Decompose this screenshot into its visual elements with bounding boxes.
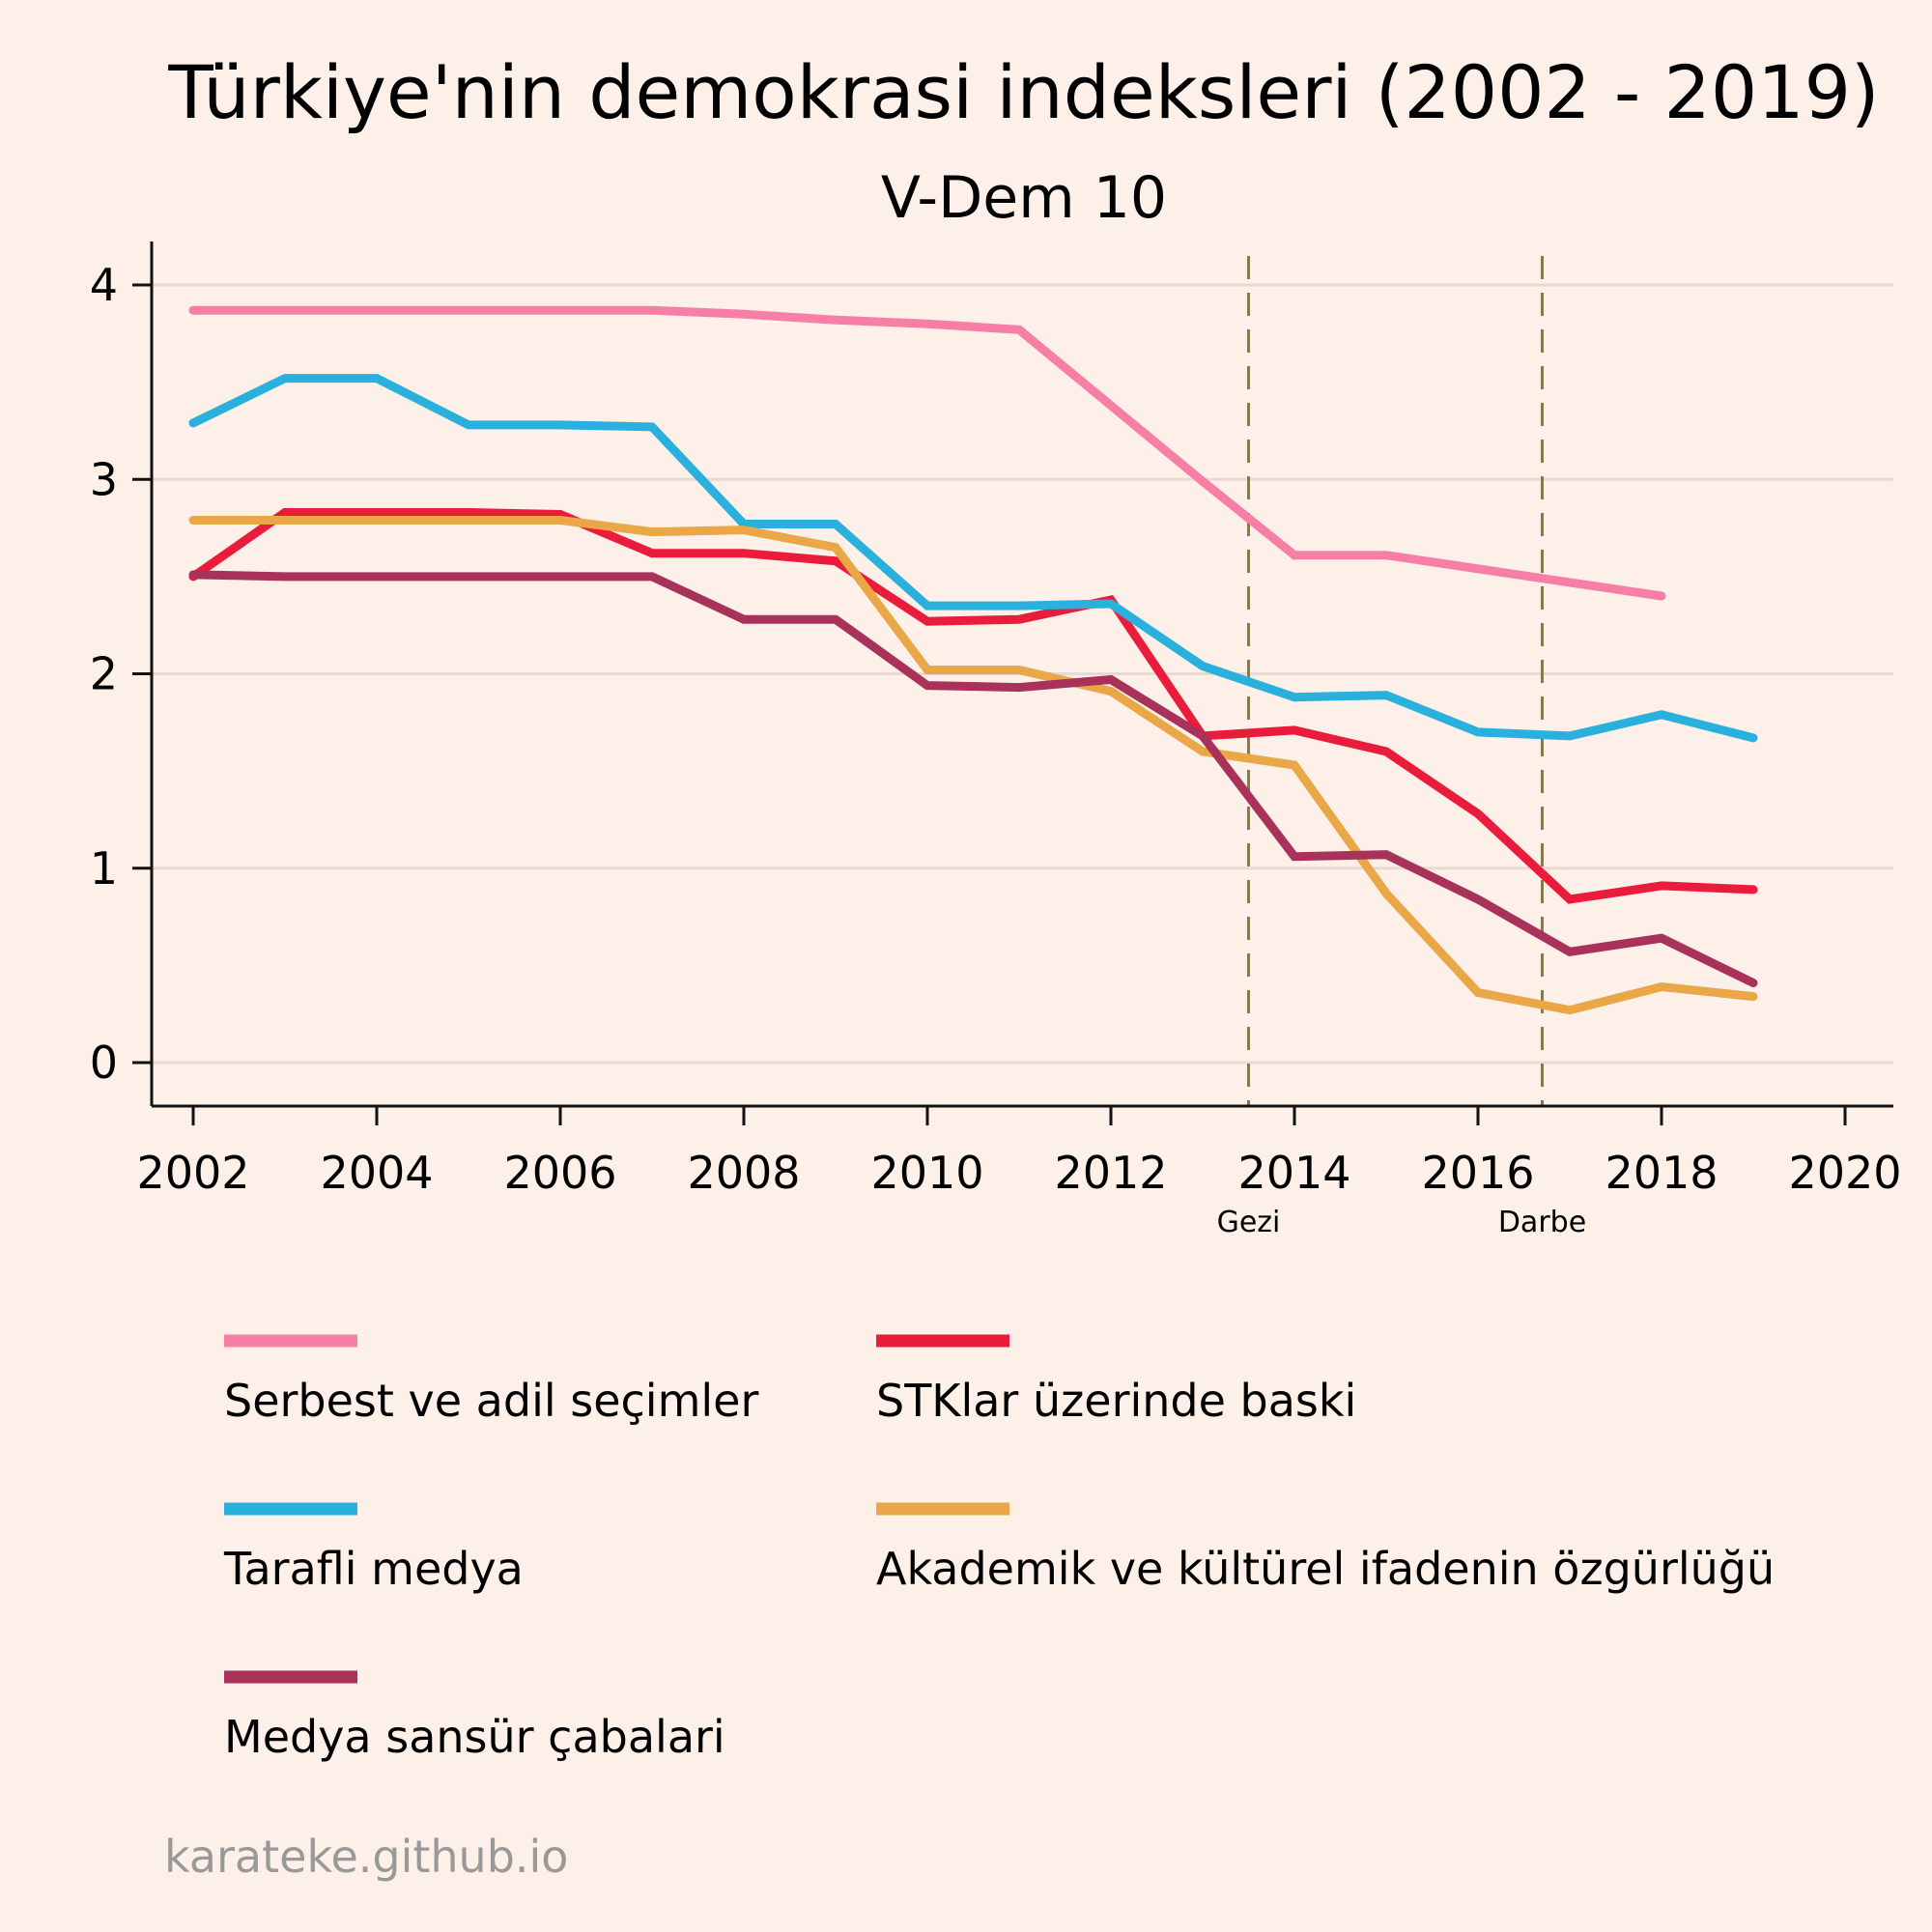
x-tick-label: 2002: [136, 1147, 249, 1199]
x-tick-label: 2020: [1788, 1147, 1901, 1199]
y-tick-label: 4: [90, 259, 118, 311]
x-tick-label: 2006: [503, 1147, 616, 1199]
series-line-3: [188, 374, 1758, 743]
y-tick-label: 3: [90, 453, 118, 505]
x-tick-label: 2014: [1237, 1147, 1350, 1199]
y-tick-label: 0: [90, 1037, 118, 1089]
legend-label: Medya sansür çabalari: [224, 1711, 725, 1763]
legend: Serbest ve adil seçimler STKlar üzerinde …: [223, 1334, 1775, 1763]
x-tick-label: 2018: [1605, 1147, 1718, 1199]
x-tick-label: 2008: [687, 1147, 800, 1199]
chart-title: Türkiye'nin demokrasi indeksleri (2002 -…: [167, 49, 1879, 135]
x-tick-label: 2016: [1421, 1147, 1534, 1199]
legend-label: Serbest ve adil seçimler: [224, 1375, 758, 1427]
x-tick-label: 2012: [1054, 1147, 1167, 1199]
annotation-lines: Gezi Darbe: [1217, 256, 1586, 1239]
series-line-4: [188, 516, 1758, 1015]
x-tick-label: 2004: [320, 1147, 433, 1199]
source-label: karateke.github.io: [164, 1831, 568, 1883]
series-lines: [188, 305, 1758, 1015]
x-tick-label: 2010: [870, 1147, 983, 1199]
legend-label: STKlar üzerinde baski: [876, 1375, 1356, 1427]
y-tick-label: 1: [90, 842, 118, 895]
y-tick-label: 2: [90, 648, 118, 700]
axes: 0 1 2 3 4 2002 2004 2006 2008 2010 2012 2014 2016 201…: [90, 242, 1902, 1199]
chart-subtitle: V-Dem 10: [881, 164, 1167, 232]
series-line-1: [188, 305, 1666, 601]
annotation-label: Darbe: [1498, 1206, 1586, 1239]
legend-label: Akademik ve kültürel ifadenin özgürlüğü: [876, 1543, 1775, 1595]
annotation-label: Gezi: [1217, 1206, 1281, 1239]
series-line-2: [188, 508, 1758, 904]
series-line-5: [188, 570, 1758, 987]
legend-label: Tarafli medya: [223, 1543, 524, 1595]
